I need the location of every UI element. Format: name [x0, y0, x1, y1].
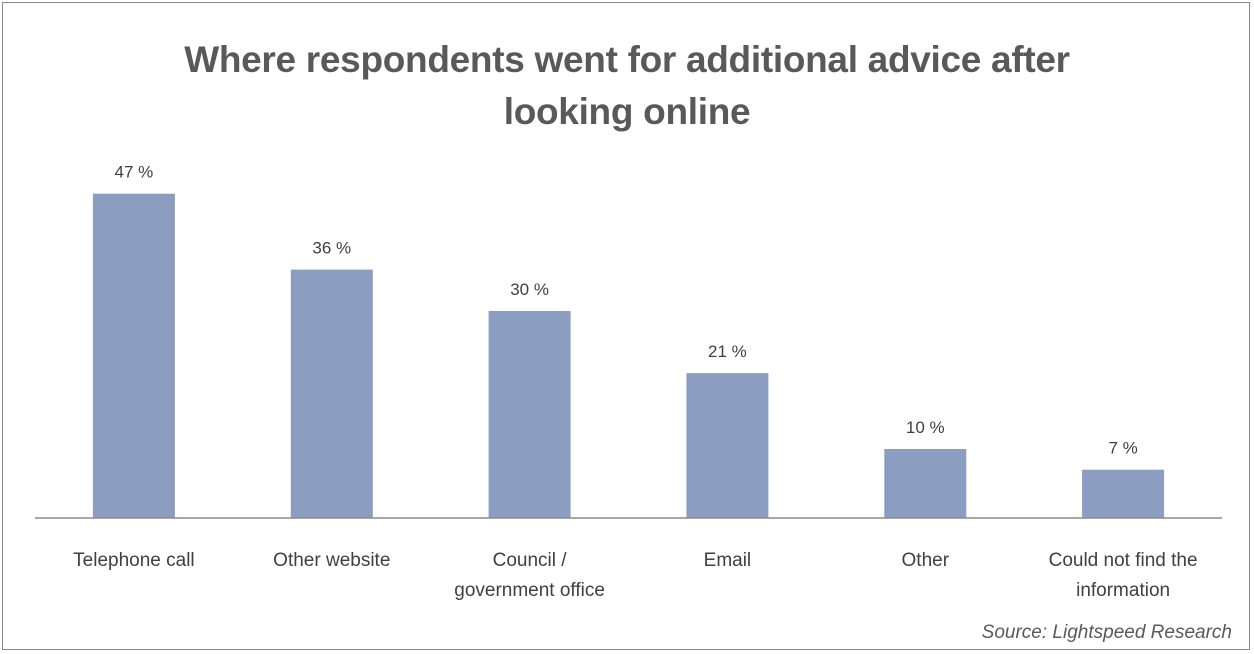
bar-1 [290, 269, 373, 518]
bar-0 [92, 193, 175, 518]
category-label-5-line-0: Could not find the [1049, 550, 1198, 571]
category-label-1-line-0: Other website [273, 550, 390, 571]
bar-5 [1082, 469, 1165, 518]
data-label-3: 21 % [708, 342, 747, 361]
data-label-5: 7 % [1108, 439, 1137, 458]
source-note: Source: Lightspeed Research [981, 622, 1232, 643]
data-label-4: 10 % [906, 418, 945, 437]
chart-title-line-1: Where respondents went for additional ad… [184, 39, 1070, 80]
bar-2 [488, 311, 571, 518]
data-label-1: 36 % [312, 239, 351, 258]
category-label-2-line-1: government office [454, 580, 605, 601]
category-label-5-line-1: information [1076, 580, 1170, 601]
category-label-0-line-0: Telephone call [73, 550, 194, 571]
labels-layer: 47 % Telephone call 36 % Other website 30 % C… [73, 163, 1197, 601]
bars-layer [92, 193, 1165, 518]
chart-title: Where respondents went for additional ad… [0, 34, 1254, 138]
data-label-0: 47 % [115, 163, 154, 182]
bar-3 [686, 373, 769, 518]
bar-4 [884, 449, 967, 518]
chart-title-line-2: looking online [503, 91, 751, 132]
category-label-2-line-0: Council / [493, 550, 568, 571]
category-label-4-line-0: Other [902, 550, 950, 571]
data-label-2: 30 % [510, 280, 549, 299]
category-label-3-line-0: Email [704, 550, 752, 571]
